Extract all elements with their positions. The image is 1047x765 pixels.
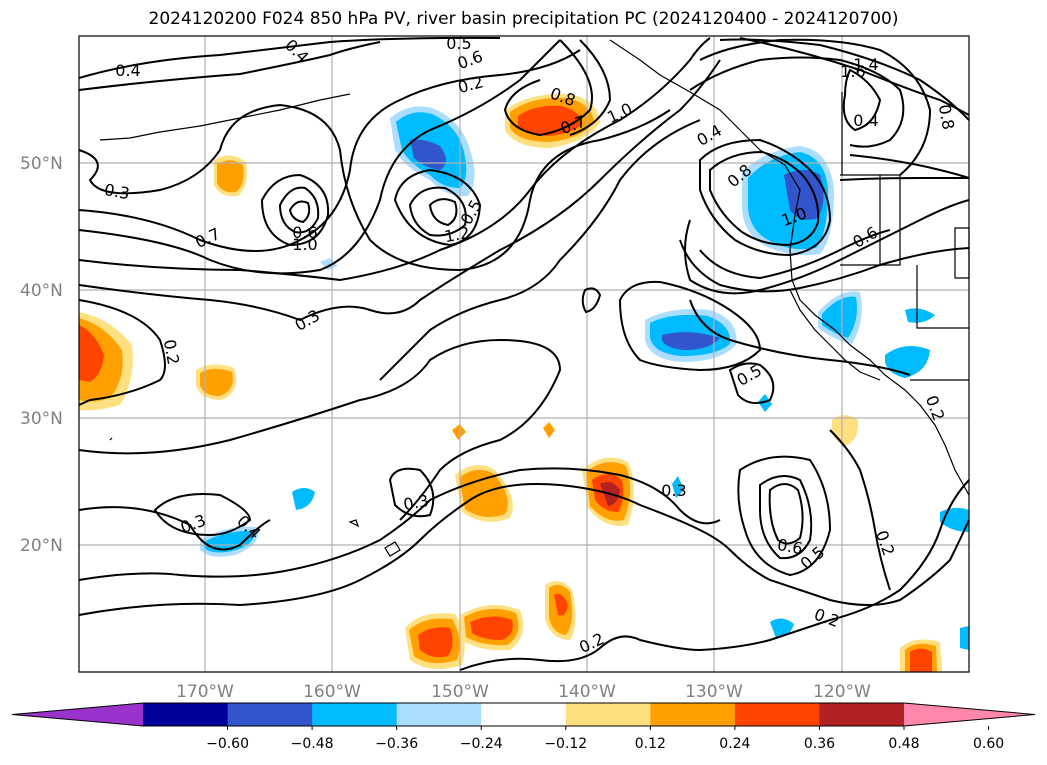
contour-label: 1.2 (443, 223, 471, 246)
contour-label: 0.4 (115, 61, 140, 80)
contour-label: 0.4 (693, 121, 725, 150)
colorbar-segment (734, 703, 820, 726)
colorbar-extend-low (12, 703, 143, 726)
contour-label: 1.0 (292, 235, 317, 254)
contour-label: 0.3 (291, 306, 323, 335)
contour-label: 0.3 (402, 491, 430, 514)
colorbar-tick-label: −0.60 (206, 736, 249, 752)
contour-label: 0.3 (178, 511, 208, 538)
contour-label: 1.6 (840, 62, 865, 81)
lon-label-130w: 130°W (685, 682, 743, 702)
graticule (79, 36, 969, 672)
colorbar-extend-high (904, 703, 1035, 726)
lat-label-30n: 30°N (20, 409, 63, 429)
contour-label: 0.4 (853, 111, 878, 130)
coastlines (99, 39, 970, 557)
contour-label: 0.6 (849, 223, 881, 252)
lat-label-20n: 20°N (20, 536, 63, 556)
contour-label: 0.2 (872, 528, 899, 558)
contour-label: 0.2 (812, 605, 842, 632)
contour-label: 0.5 (446, 34, 471, 53)
lon-label-140w: 140°W (558, 682, 616, 702)
contour-label: 0.6 (776, 535, 804, 558)
colorbar-tick-label: −0.24 (460, 736, 503, 752)
contour-label: 1.4 (853, 55, 878, 74)
lon-label-150w: 150°W (431, 682, 489, 702)
contour-label: 0.3 (103, 180, 131, 203)
contour-label: 0.4 (281, 35, 312, 66)
colorbar-segment (396, 703, 482, 726)
contour-label: 0.3 (661, 481, 686, 500)
colorbar-segment (650, 703, 736, 726)
contour-label: 0.8 (935, 103, 958, 131)
pv-contours (78, 36, 970, 671)
map-title: 2024120200 F024 850 hPa PV, river basin … (148, 9, 899, 29)
colorbar-tick-label: 0.48 (888, 736, 919, 752)
colorbar-tick-label: 0.12 (635, 736, 666, 752)
lon-label-160w: 160°W (303, 682, 361, 702)
colorbar-tick-label: −0.48 (291, 736, 334, 752)
contour-label: 0.7 (192, 224, 223, 252)
colorbar-tick-label: −0.36 (375, 736, 418, 752)
colorbar-tick-label: 0.36 (804, 736, 835, 752)
colorbar-outline (11, 702, 1036, 727)
colorbar-segment (819, 703, 905, 726)
lat-label-40n: 40°N (20, 281, 63, 301)
colorbar: −0.60 −0.48 −0.36 −0.24 −0.12 0.12 0.24 0.36 0.4… (11, 702, 1036, 752)
lon-label-170w: 170°W (176, 682, 234, 702)
contour-label: 0.6 (292, 223, 317, 242)
colorbar-tick-label: 0.24 (719, 736, 750, 752)
colorbar-segment (481, 703, 567, 726)
contour-label: 0.2 (922, 393, 949, 423)
contour-label: 0.2 (576, 629, 607, 657)
colorbar-segment (227, 703, 313, 726)
colorbar-segment (312, 703, 398, 726)
colorbar-segment (565, 703, 651, 726)
contour-label: 0.2 (160, 338, 183, 366)
colorbar-tick-label: −0.12 (544, 736, 587, 752)
map-frame (78, 35, 970, 673)
precipitation-fills (79, 93, 969, 672)
colorbar-segment (143, 703, 229, 726)
lat-label-50n: 50°N (20, 154, 63, 174)
lon-label-120w: 120°W (813, 682, 871, 702)
colorbar-tick-label: 0.60 (973, 736, 1004, 752)
